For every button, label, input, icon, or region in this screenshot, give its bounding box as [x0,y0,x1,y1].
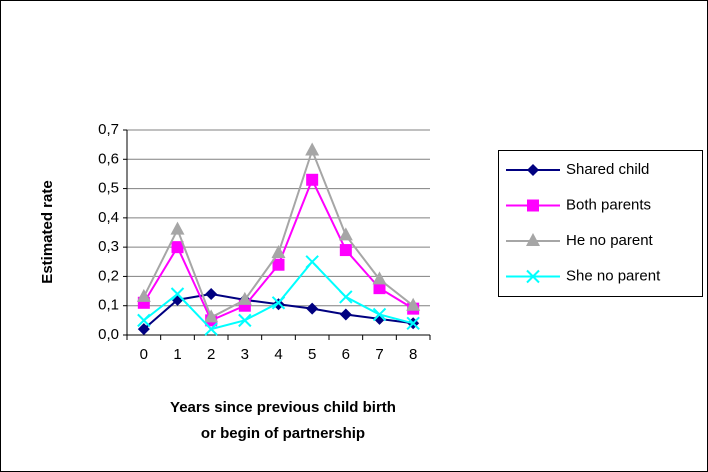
y-axis-title: Estimated rate [39,180,56,283]
legend-label: Shared child [566,161,649,178]
marker [526,269,540,284]
x-axis-title: Years since previous child birth [170,399,396,416]
marker [372,271,387,285]
x-tick-label: 1 [173,346,181,363]
y-tick-label: 0,3 [98,238,119,255]
x-tick-label: 0 [140,346,148,363]
x-tick-label: 4 [274,346,282,363]
marker [406,316,420,330]
marker [272,258,285,271]
y-tick-label: 0,2 [98,267,119,284]
marker [527,199,539,212]
marker [137,323,150,336]
marker [204,309,219,323]
marker [171,241,184,254]
x-tick-label: 8 [409,346,417,363]
marker [137,313,151,328]
marker [373,282,386,295]
marker [306,302,319,315]
marker [272,298,285,311]
x-axis-title: or begin of partnership [201,425,365,442]
marker [170,221,185,235]
marker [271,245,286,258]
y-tick-label: 0,4 [98,209,119,226]
legend-label: Both parents [566,196,651,213]
marker [305,255,319,269]
y-tick-label: 0,0 [98,326,119,343]
marker [305,142,320,156]
marker [372,307,387,322]
marker [406,297,421,311]
marker [237,291,252,305]
marker [205,288,218,300]
x-tick-label: 3 [241,346,249,363]
y-tick-label: 0,1 [98,297,119,314]
x-tick-label: 2 [207,346,215,363]
legend-label: She no parent [566,267,661,284]
marker [526,233,540,246]
x-tick-label: 7 [375,346,383,363]
marker [204,322,218,336]
marker [339,244,352,257]
marker [339,290,353,304]
x-tick-label: 5 [308,346,316,363]
marker [339,308,352,321]
marker [306,173,319,186]
marker [271,296,286,310]
y-tick-label: 0,6 [98,150,119,167]
legend-label: He no parent [566,232,654,249]
y-tick-label: 0,7 [98,121,119,138]
y-tick-label: 0,5 [98,180,119,197]
marker [136,288,151,302]
marker [338,227,353,241]
marker [170,287,185,301]
marker [238,313,252,328]
x-tick-label: 6 [342,346,350,363]
marker [527,164,539,176]
